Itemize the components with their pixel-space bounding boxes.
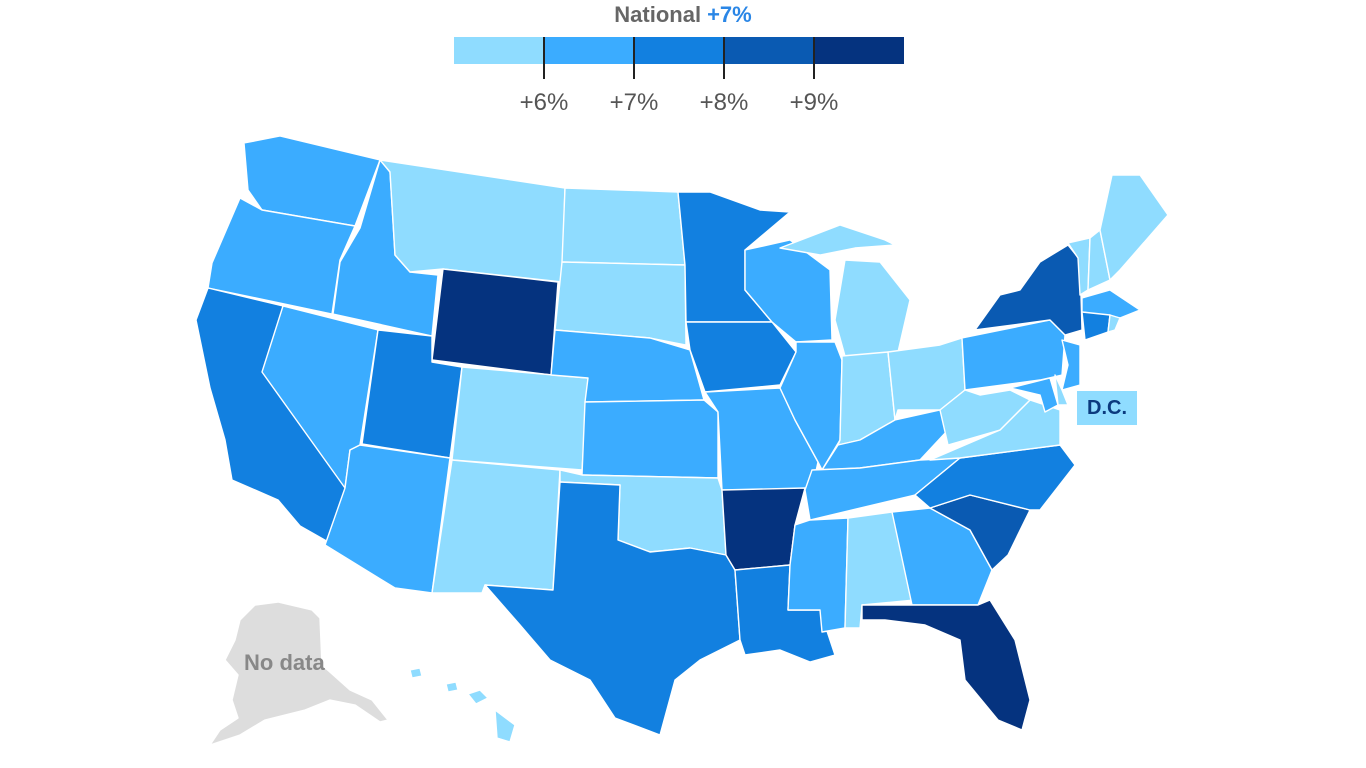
legend-swatches [454, 37, 904, 64]
state-south-dakota[interactable] [554, 261, 687, 346]
legend-tick-3 [723, 37, 725, 79]
state-hawaii[interactable] [409, 667, 516, 743]
state-vermont[interactable] [1067, 237, 1091, 296]
legend-tick-1 [543, 37, 545, 79]
legend-swatch-bin-2 [544, 37, 634, 64]
legend-tick-label: +6% [519, 89, 569, 116]
state-colorado[interactable] [451, 366, 589, 471]
state-new-mexico[interactable] [431, 459, 561, 594]
no-data-label: No data [244, 650, 325, 675]
legend-tick-2 [633, 37, 635, 79]
state-massachusetts[interactable] [1081, 289, 1141, 319]
state-north-dakota[interactable] [561, 187, 686, 266]
state-illinois[interactable] [779, 341, 843, 471]
legend-tick-4 [813, 37, 815, 79]
national-header: National +7% [0, 0, 1366, 30]
state-north-carolina[interactable] [914, 444, 1076, 511]
state-wyoming[interactable] [431, 268, 559, 376]
state-maryland[interactable] [1009, 377, 1059, 413]
state-arizona[interactable] [324, 444, 451, 594]
state-florida[interactable] [861, 599, 1031, 731]
color-legend: +6% +7% +8% +9% [454, 37, 904, 117]
state-kansas[interactable] [581, 399, 719, 479]
state-alaska[interactable] [209, 601, 389, 746]
dc-label[interactable]: D.C. [1077, 391, 1137, 425]
legend-tick-label: +7% [609, 89, 659, 116]
state-delaware[interactable] [1054, 374, 1069, 406]
state-texas[interactable] [484, 481, 741, 736]
state-rhode-island[interactable] [1107, 314, 1121, 333]
legend-swatch-bin-1 [454, 37, 544, 64]
legend-tick-label: +9% [789, 89, 839, 116]
state-west-virginia[interactable] [939, 389, 1031, 446]
state-montana[interactable] [379, 159, 566, 283]
legend-swatch-bin-5 [814, 37, 904, 64]
state-iowa[interactable] [685, 321, 797, 393]
state-connecticut[interactable] [1081, 311, 1111, 341]
national-value: +7% [707, 2, 752, 27]
state-new-york[interactable] [974, 244, 1083, 336]
legend-swatch-bin-4 [724, 37, 814, 64]
state-oregon[interactable] [207, 197, 356, 315]
legend-swatch-bin-3 [634, 37, 724, 64]
national-label: National [614, 2, 702, 27]
state-maine[interactable] [1099, 174, 1169, 281]
state-new-jersey[interactable] [1061, 339, 1081, 391]
legend-tick-label: +8% [699, 89, 749, 116]
